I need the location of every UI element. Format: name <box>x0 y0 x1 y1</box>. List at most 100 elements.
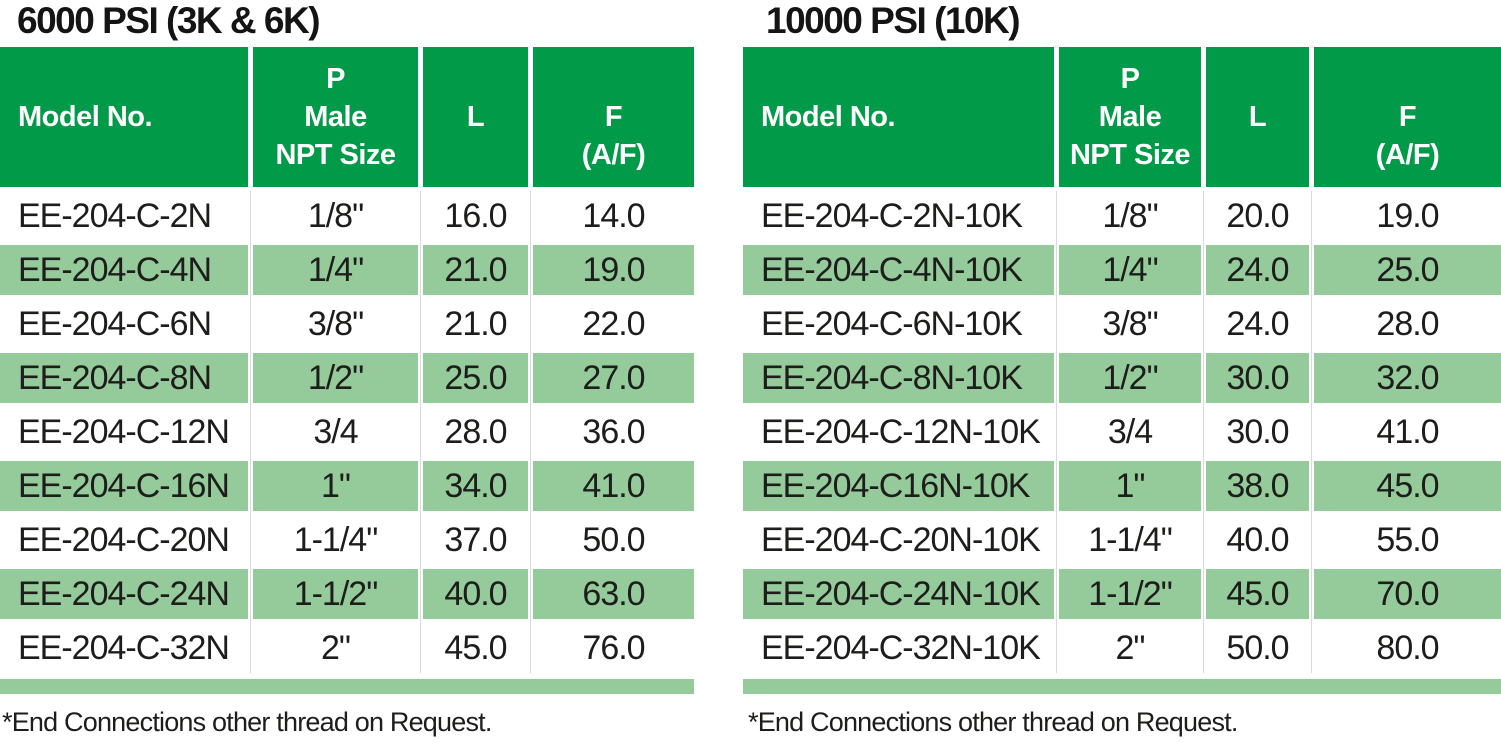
cell-model: EE-204-C-4N-10K <box>743 245 1054 295</box>
table-title-6000psi: 6000 PSI (3K & 6K) <box>17 0 321 41</box>
cell-npt: 1-1/4" <box>253 515 418 565</box>
cell-f: 28.0 <box>1314 299 1501 349</box>
col-header-npt-size: P Male NPT Size <box>1059 47 1201 187</box>
cell-f: 45.0 <box>1314 461 1501 511</box>
cell-npt: 1" <box>1059 461 1201 511</box>
cell-l: 25.0 <box>423 353 528 403</box>
cell-f: 63.0 <box>533 569 694 619</box>
header-line-npt-size: NPT Size <box>1069 139 1191 171</box>
col-header-model: Model No. <box>0 47 248 187</box>
cell-l: 40.0 <box>1206 515 1309 565</box>
table-section-10000psi: 10000 PSI (10K) Model No. P Male NPT Siz… <box>743 0 1501 738</box>
cell-npt: 1-1/4" <box>1059 515 1201 565</box>
header-line-l: L <box>1248 101 1267 133</box>
cell-f: 22.0 <box>533 299 694 349</box>
column-separator-line <box>530 191 531 673</box>
table-section-6000psi: 6000 PSI (3K & 6K) Model No. P Male NPT … <box>0 0 694 738</box>
col-header-npt-size: P Male NPT Size <box>253 47 418 187</box>
cell-model: EE-204-C-32N-10K <box>743 623 1054 673</box>
cell-f: 27.0 <box>533 353 694 403</box>
cell-model: EE-204-C-12N <box>0 407 248 457</box>
cell-f: 55.0 <box>1314 515 1501 565</box>
cell-f: 36.0 <box>533 407 694 457</box>
cell-npt: 1/4" <box>253 245 418 295</box>
footnote-10000psi: *End Connections other thread on Request… <box>748 707 1238 737</box>
cell-npt: 1" <box>253 461 418 511</box>
cell-f: 41.0 <box>533 461 694 511</box>
cell-model: EE-204-C-20N-10K <box>743 515 1054 565</box>
col-header-l: L <box>1206 47 1309 187</box>
column-separator-line <box>1203 191 1204 673</box>
cell-f: 32.0 <box>1314 353 1501 403</box>
cell-npt: 3/4 <box>253 407 418 457</box>
cell-npt: 1-1/2" <box>1059 569 1201 619</box>
cell-l: 21.0 <box>423 299 528 349</box>
spec-table-6000psi: Model No. P Male NPT Size L F (A/F) EE-2… <box>0 47 694 673</box>
cell-l: 28.0 <box>423 407 528 457</box>
cell-npt: 1/2" <box>253 353 418 403</box>
header-line-npt-size: NPT Size <box>275 139 396 171</box>
table-bottom-bar <box>0 679 694 694</box>
column-separator-line <box>1056 191 1057 673</box>
cell-f: 50.0 <box>533 515 694 565</box>
header-line-f: F <box>604 101 623 133</box>
header-line-p: P <box>1120 63 1140 95</box>
cell-npt: 3/4 <box>1059 407 1201 457</box>
cell-l: 30.0 <box>1206 353 1309 403</box>
cell-l: 40.0 <box>423 569 528 619</box>
cell-l: 37.0 <box>423 515 528 565</box>
header-line-p: P <box>326 63 345 95</box>
cell-f: 80.0 <box>1314 623 1501 673</box>
col-header-model: Model No. <box>743 47 1054 187</box>
cell-npt: 1-1/2" <box>253 569 418 619</box>
col-header-f: F (A/F) <box>1314 47 1501 187</box>
cell-model: EE-204-C-6N <box>0 299 248 349</box>
cell-f: 70.0 <box>1314 569 1501 619</box>
cell-l: 20.0 <box>1206 191 1309 241</box>
column-separator-line <box>250 191 251 673</box>
cell-npt: 1/8" <box>1059 191 1201 241</box>
column-separator-line <box>1311 191 1312 673</box>
cell-model: EE-204-C-24N-10K <box>743 569 1054 619</box>
cell-npt: 3/8" <box>253 299 418 349</box>
cell-npt: 2" <box>1059 623 1201 673</box>
cell-model: EE-204-C-8N-10K <box>743 353 1054 403</box>
cell-l: 16.0 <box>423 191 528 241</box>
col-header-f: F (A/F) <box>533 47 694 187</box>
cell-l: 34.0 <box>423 461 528 511</box>
cell-l: 38.0 <box>1206 461 1309 511</box>
cell-npt: 3/8" <box>1059 299 1201 349</box>
cell-l: 45.0 <box>423 623 528 673</box>
table-title-10000psi: 10000 PSI (10K) <box>766 0 1021 41</box>
cell-npt: 1/2" <box>1059 353 1201 403</box>
cell-f: 25.0 <box>1314 245 1501 295</box>
header-line-l: L <box>466 101 485 133</box>
cell-model: EE-204-C-8N <box>0 353 248 403</box>
cell-model: EE-204-C-16N <box>0 461 248 511</box>
cell-model: EE-204-C-24N <box>0 569 248 619</box>
cell-npt: 1/8" <box>253 191 418 241</box>
header-line-male: Male <box>1098 101 1162 133</box>
cell-l: 45.0 <box>1206 569 1309 619</box>
column-separator-line <box>420 191 421 673</box>
cell-model: EE-204-C-32N <box>0 623 248 673</box>
cell-model: EE-204-C-2N-10K <box>743 191 1054 241</box>
cell-l: 21.0 <box>423 245 528 295</box>
header-line-af: (A/F) <box>581 139 646 171</box>
cell-model: EE-204-C-20N <box>0 515 248 565</box>
cell-f: 14.0 <box>533 191 694 241</box>
col-header-l: L <box>423 47 528 187</box>
cell-f: 76.0 <box>533 623 694 673</box>
cell-l: 30.0 <box>1206 407 1309 457</box>
header-line-af: (A/F) <box>1375 139 1440 171</box>
header-line-male: Male <box>304 101 367 133</box>
cell-f: 19.0 <box>1314 191 1501 241</box>
cell-model: EE-204-C16N-10K <box>743 461 1054 511</box>
cell-l: 50.0 <box>1206 623 1309 673</box>
cell-model: EE-204-C-6N-10K <box>743 299 1054 349</box>
cell-model: EE-204-C-12N-10K <box>743 407 1054 457</box>
header-line-f: F <box>1398 101 1417 133</box>
cell-npt: 2" <box>253 623 418 673</box>
cell-model: EE-204-C-4N <box>0 245 248 295</box>
